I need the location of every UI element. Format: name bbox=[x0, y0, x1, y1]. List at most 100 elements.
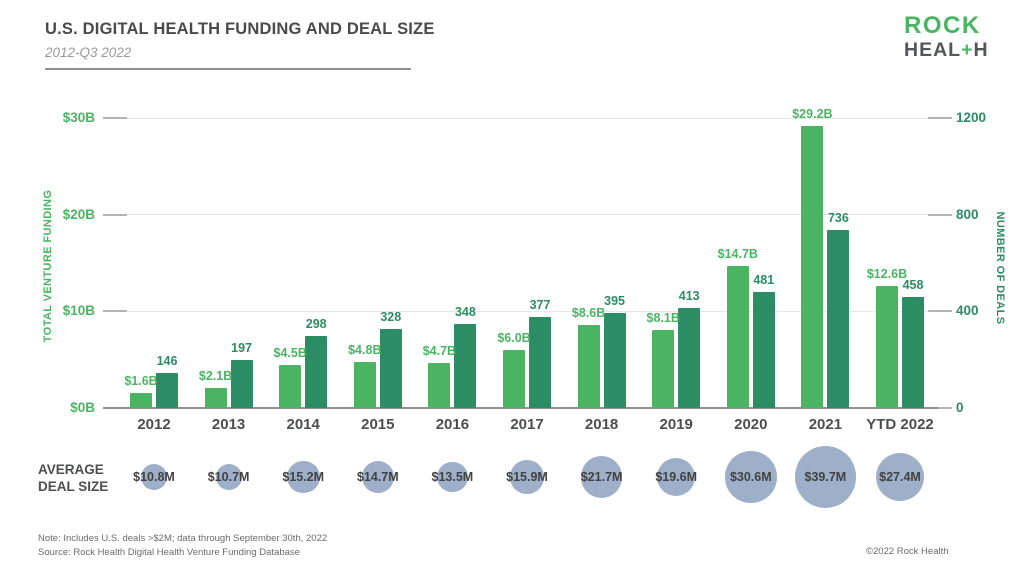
left-axis-tick-label: $0B bbox=[70, 400, 95, 415]
gridline bbox=[103, 214, 938, 216]
year-label: 2020 bbox=[734, 416, 768, 433]
right-axis-tick bbox=[928, 117, 952, 119]
source-text: Source: Rock Health Digital Health Ventu… bbox=[38, 547, 300, 558]
right-axis-tick bbox=[928, 310, 952, 313]
avg-deal-value-label: $39.7M bbox=[804, 470, 847, 484]
rock-health-logo: ROCK HEAL+H bbox=[904, 14, 989, 61]
year-label: 2019 bbox=[659, 416, 693, 433]
avg-deal-bubble bbox=[286, 460, 320, 494]
gridline bbox=[103, 117, 938, 119]
funding-bar bbox=[130, 392, 152, 408]
avg-deal-bubble bbox=[437, 461, 468, 493]
year-label: 2016 bbox=[435, 416, 470, 433]
note-text: Note: Includes U.S. deals >$2M; data thr… bbox=[38, 533, 328, 544]
deals-bar bbox=[305, 335, 328, 408]
avg-deal-value-label: $19.6M bbox=[655, 470, 698, 484]
avg-deal-value-label: $10.7M bbox=[207, 470, 250, 484]
deals-count-label: 458 bbox=[902, 278, 924, 293]
funding-value-label: $12.6B bbox=[866, 267, 908, 282]
right-axis-tick-label: 400 bbox=[956, 303, 979, 319]
right-axis-tick bbox=[928, 213, 952, 216]
deals-count-label: 348 bbox=[454, 304, 476, 319]
average-deal-size-line1: AVERAGE bbox=[38, 462, 104, 477]
right-axis-tick bbox=[928, 407, 952, 409]
logo-plus-icon: + bbox=[961, 39, 974, 61]
funding-value-label: $4.5B bbox=[273, 345, 307, 360]
funding-bar bbox=[876, 286, 898, 408]
avg-deal-value-label: $13.5M bbox=[431, 470, 474, 484]
deals-count-label: 736 bbox=[827, 211, 849, 226]
deals-bar bbox=[230, 360, 253, 408]
deals-count-label: 197 bbox=[231, 341, 253, 356]
deals-count-label: 328 bbox=[380, 309, 402, 324]
deals-bar bbox=[603, 312, 626, 408]
deals-count-label: 481 bbox=[753, 272, 775, 287]
title-underline bbox=[45, 68, 411, 70]
year-label: 2014 bbox=[286, 416, 320, 433]
avg-deal-value-label: $27.4M bbox=[879, 470, 921, 484]
deals-count-label: 377 bbox=[529, 297, 551, 312]
avg-deal-bubble bbox=[510, 460, 544, 494]
funding-value-label: $29.2B bbox=[792, 106, 833, 121]
deals-count-label: 413 bbox=[678, 289, 700, 304]
page-subtitle: 2012-Q3 2022 bbox=[45, 45, 132, 60]
avg-deal-bubble bbox=[725, 451, 777, 503]
right-axis-tick-label: 800 bbox=[956, 206, 979, 222]
left-axis-tick-label: $20B bbox=[62, 206, 95, 222]
funding-value-label: $8.6B bbox=[571, 305, 606, 320]
funding-bar bbox=[577, 324, 600, 408]
funding-bar bbox=[652, 329, 675, 408]
left-axis-tick-label: $30B bbox=[62, 110, 95, 125]
avg-deal-bubble bbox=[580, 456, 623, 498]
average-deal-size-label: AVERAGE DEAL SIZE bbox=[38, 461, 108, 495]
copyright-text: ©2022 Rock Health bbox=[866, 546, 949, 557]
deals-bar bbox=[827, 230, 850, 408]
deals-bar bbox=[529, 316, 551, 408]
right-axis-tick-label: 0 bbox=[956, 400, 964, 415]
gridline bbox=[103, 310, 938, 312]
avg-deal-value-label: $10.8M bbox=[133, 470, 175, 484]
avg-deal-bubble bbox=[876, 453, 924, 501]
footnotes: Note: Includes U.S. deals >$2M; data thr… bbox=[38, 532, 327, 560]
avg-deal-value-label: $15.2M bbox=[282, 470, 325, 484]
funding-value-label: $8.1B bbox=[646, 310, 680, 325]
avg-deal-value-label: $21.7M bbox=[580, 470, 623, 484]
deals-bar bbox=[678, 308, 701, 408]
avg-deal-bubble bbox=[215, 463, 242, 490]
left-axis-tick bbox=[103, 310, 127, 313]
avg-deal-bubble bbox=[656, 457, 696, 497]
deals-bar bbox=[454, 323, 477, 408]
funding-bar bbox=[204, 387, 227, 408]
right-axis-tick-label: 1200 bbox=[956, 110, 987, 125]
logo-text-health: HEAL+H bbox=[904, 39, 989, 61]
deals-bar bbox=[902, 297, 924, 408]
logo-text-rock: ROCK bbox=[904, 12, 981, 39]
avg-deal-value-label: $30.6M bbox=[729, 470, 772, 484]
year-label: YTD 2022 bbox=[866, 416, 934, 433]
deals-count-label: 395 bbox=[604, 293, 626, 308]
year-label: 2012 bbox=[137, 416, 171, 433]
x-axis-baseline bbox=[103, 407, 938, 409]
page-title: U.S. DIGITAL HEALTH FUNDING AND DEAL SIZ… bbox=[45, 20, 435, 38]
deals-bar bbox=[752, 291, 775, 408]
avg-deal-value-label: $15.9M bbox=[506, 470, 548, 484]
funding-value-label: $1.6B bbox=[124, 373, 158, 388]
deals-bar bbox=[379, 328, 402, 408]
left-axis-tick bbox=[103, 117, 127, 119]
funding-bar bbox=[428, 362, 451, 408]
funding-value-label: $4.8B bbox=[348, 342, 382, 357]
funding-value-label: $4.7B bbox=[422, 343, 457, 358]
deals-bar bbox=[156, 372, 178, 408]
funding-bar bbox=[279, 364, 302, 408]
year-label: 2013 bbox=[211, 416, 246, 433]
left-axis-tick-label: $10B bbox=[62, 303, 95, 319]
funding-bar bbox=[503, 350, 525, 408]
funding-value-label: $2.1B bbox=[198, 368, 233, 383]
funding-value-label: $6.0B bbox=[497, 331, 531, 345]
year-label: 2021 bbox=[808, 416, 843, 433]
deals-count-label: 298 bbox=[305, 316, 327, 331]
funding-bar bbox=[353, 361, 376, 408]
logo-heal: HEAL bbox=[904, 39, 962, 61]
